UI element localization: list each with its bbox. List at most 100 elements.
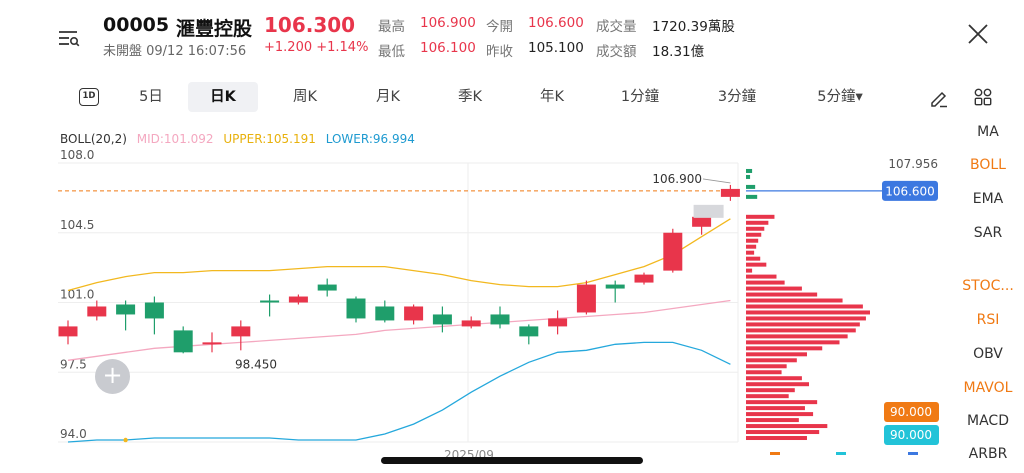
volume-profile-bar <box>746 394 789 399</box>
tab-yearly[interactable]: 年K <box>539 89 564 105</box>
volume-profile-bar <box>746 280 785 285</box>
boll-upper-line <box>67 218 731 292</box>
indicator-mavol[interactable]: MAVOL <box>963 380 1013 396</box>
indicator-arbr[interactable]: ARBR <box>968 446 1008 462</box>
volume-profile-bar <box>746 214 775 219</box>
indicator-macd[interactable]: MACD <box>967 413 1009 429</box>
volume-profile-bar <box>746 328 856 333</box>
volume-profile-bar <box>746 418 799 423</box>
open-label: 今開 <box>486 19 513 35</box>
period-tabs: 1D 5日 日K 周K 月K 季K 年K 1分鐘 3分鐘 5分鐘▾ <box>0 82 1024 116</box>
pending-block <box>693 204 724 218</box>
tab-1min[interactable]: 1分鐘 <box>620 89 660 105</box>
y-tick-label: 104.5 <box>60 218 94 232</box>
price-change: +1.200 +1.14% <box>264 40 369 55</box>
volume-profile-bar <box>746 424 828 429</box>
low-label: 最低 <box>378 44 405 60</box>
candle-body <box>58 326 78 337</box>
add-plus-button[interactable]: + <box>95 359 130 394</box>
volume-profile-bar <box>746 364 787 369</box>
indicator-grid-icon[interactable] <box>974 88 992 106</box>
turnover-value: 18.31億 <box>652 44 705 60</box>
vp-marker-cyan <box>836 452 846 455</box>
volume-profile-bar <box>746 358 797 363</box>
home-indicator <box>381 457 643 464</box>
market-status: 未開盤 09/12 16:07:56 <box>103 44 247 59</box>
volume-profile-bar <box>746 304 863 309</box>
indicator-ma[interactable]: MA <box>977 124 999 140</box>
volume-profile-bar <box>746 250 755 255</box>
candlestick-chart[interactable]: 108.0 104.5 101.0 97.5 94.0 106.900 98.450 107.… <box>0 150 1024 473</box>
tab-1d[interactable]: 1D <box>79 88 99 106</box>
indicator-obv[interactable]: OBV <box>973 346 1003 362</box>
volume-profile-bar <box>746 244 757 249</box>
last-price: 106.300 <box>264 13 356 37</box>
candle-body <box>173 330 193 353</box>
boll-legend: BOLL(20,2) MID:101.092 UPPER:105.191 LOW… <box>60 132 421 146</box>
volume-profile-bar <box>746 274 777 279</box>
high-value: 106.900 <box>420 15 476 31</box>
volume-profile-bar <box>746 370 782 375</box>
high-label-leader <box>702 178 731 184</box>
volume-profile-bar <box>746 334 848 339</box>
candle-body <box>576 284 596 313</box>
close-icon[interactable] <box>966 22 990 46</box>
menu-icon[interactable] <box>58 28 80 48</box>
volume-profile-bar <box>746 226 765 231</box>
volume-profile-bar <box>746 352 807 357</box>
vol-badge-cyan <box>884 425 939 445</box>
volume-profile-bar <box>746 376 802 381</box>
indicator-boll[interactable]: BOLL <box>970 157 1006 173</box>
lower-band-start-dot <box>123 437 128 443</box>
candle-body <box>346 298 366 319</box>
boll-mid-value: MID:101.092 <box>136 132 214 146</box>
draw-pen-icon[interactable] <box>929 88 949 108</box>
volume-profile-bar <box>746 316 866 321</box>
low-price-label: 98.450 <box>235 357 277 371</box>
indicator-ema[interactable]: EMA <box>972 191 1004 207</box>
high-label: 最高 <box>378 19 405 35</box>
candle-body <box>231 326 251 337</box>
y-tick-label: 97.5 <box>60 357 87 371</box>
tab-5min-dropdown[interactable]: 5分鐘▾ <box>817 89 863 105</box>
volume-profile-bar <box>746 400 818 405</box>
candle-body <box>692 216 712 227</box>
prev-close-value: 105.100 <box>528 40 584 56</box>
tab-5day[interactable]: 5日 <box>139 89 163 105</box>
boll-mid-line <box>67 299 731 361</box>
candle-body <box>317 284 337 291</box>
tab-monthly[interactable]: 月K <box>375 89 400 105</box>
candle-body <box>490 314 510 325</box>
volume-profile-bar <box>746 262 767 267</box>
quote-header: 00005 滙豐控股 106.300 未開盤 09/12 16:07:56 +1… <box>0 0 1024 72</box>
indicator-sar[interactable]: SAR <box>973 225 1003 241</box>
vp-marker-orange <box>770 452 780 455</box>
candle-body <box>260 300 280 303</box>
current-price-label: 106.600 <box>885 184 935 198</box>
tab-quarterly[interactable]: 季K <box>457 89 482 105</box>
candle-body <box>548 318 568 327</box>
candle-body <box>288 296 308 303</box>
candle-body <box>375 306 395 321</box>
candle-body <box>519 326 539 337</box>
volume-profile-bar <box>746 298 843 303</box>
tab-3min[interactable]: 3分鐘 <box>717 89 757 105</box>
tab-daily[interactable]: 日K <box>188 82 258 112</box>
volume-profile-bar <box>746 194 758 199</box>
candle-body <box>87 306 107 317</box>
candle-body <box>634 274 654 283</box>
volume-value: 1720.39萬股 <box>652 19 735 35</box>
candle-body <box>720 188 740 197</box>
volume-profile-bar <box>746 346 823 351</box>
volume-profile-bar <box>746 238 759 243</box>
indicator-stoc[interactable]: STOC... <box>962 278 1014 294</box>
candle-body <box>461 320 481 327</box>
vp-marker-blue <box>908 452 918 455</box>
volume-profile-bar <box>746 292 818 297</box>
indicator-rsi[interactable]: RSI <box>976 312 1000 328</box>
stock-code: 00005 <box>103 14 170 36</box>
volume-profile-bar <box>746 184 756 189</box>
tab-weekly[interactable]: 周K <box>292 89 317 105</box>
volume-profile-bar <box>746 322 860 327</box>
volume-profile-bar <box>746 168 753 173</box>
